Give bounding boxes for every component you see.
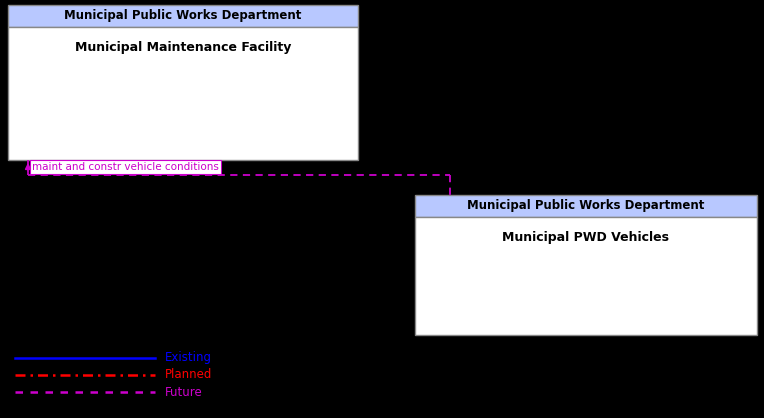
Text: Municipal Maintenance Facility: Municipal Maintenance Facility xyxy=(75,41,291,54)
Text: maint and constr vehicle conditions: maint and constr vehicle conditions xyxy=(32,162,219,172)
Text: Planned: Planned xyxy=(165,369,212,382)
Bar xyxy=(8,5,358,27)
Bar xyxy=(415,195,757,217)
Bar xyxy=(415,217,757,335)
Bar xyxy=(8,27,358,160)
Text: Future: Future xyxy=(165,385,202,398)
Text: Existing: Existing xyxy=(165,352,212,364)
Text: Municipal Public Works Department: Municipal Public Works Department xyxy=(64,10,302,23)
Text: Municipal Public Works Department: Municipal Public Works Department xyxy=(468,199,704,212)
Text: Municipal PWD Vehicles: Municipal PWD Vehicles xyxy=(503,231,669,244)
